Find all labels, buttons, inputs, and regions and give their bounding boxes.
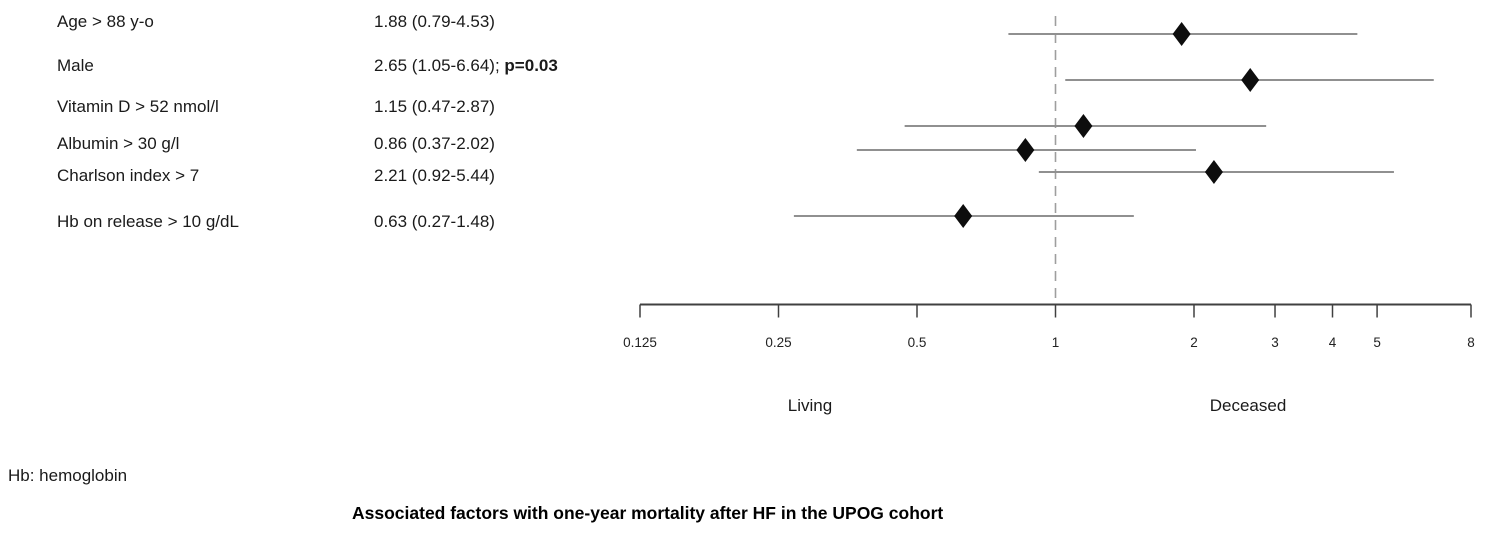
x-tick-label: 1 [1052,335,1060,350]
or-ci-text: 1.88 (0.79-4.53) [374,12,495,31]
x-tick-label: 3 [1271,335,1279,350]
x-tick-label: 0.125 [623,335,657,350]
p-value-text: p=0.03 [504,56,558,75]
factor-label: Vitamin D > 52 nmol/l [57,97,219,116]
factor-estimate: 2.21 (0.92-5.44) [374,165,495,187]
x-tick-label: 2 [1190,335,1198,350]
or-diamond [1172,22,1191,46]
or-diamond [1204,160,1223,184]
factor-label: Hb on release > 10 g/dL [57,212,239,231]
factor-label: Age > 88 y-o [57,12,154,31]
factor-estimate: 0.63 (0.27-1.48) [374,211,495,233]
x-tick-label: 4 [1329,335,1337,350]
factor-estimate: 1.88 (0.79-4.53) [374,11,495,33]
factor-label: Male [57,56,94,75]
factor-estimate: 1.15 (0.47-2.87) [374,96,495,118]
or-ci-text: 2.65 (1.05-6.64); [374,56,505,75]
or-diamond [954,204,973,228]
abbreviation-footnote: Hb: hemoglobin [8,466,128,485]
x-tick-label: 5 [1373,335,1381,350]
or-ci-text: 1.15 (0.47-2.87) [374,97,495,116]
or-diamond [1016,138,1035,162]
factor-label: Charlson index > 7 [57,166,200,185]
factor-estimate: 2.65 (1.05-6.64); p=0.03 [374,55,558,77]
factor-estimate: 0.86 (0.37-2.02) [374,133,495,155]
factor-label: Albumin > 30 g/l [57,134,180,153]
axis-direction-label-living: Living [787,396,833,415]
x-tick-label: 0.5 [908,335,927,350]
or-diamond [1241,68,1260,92]
axis-direction-label-deceased: Deceased [1209,396,1287,415]
or-ci-text: 2.21 (0.92-5.44) [374,166,495,185]
or-ci-text: 0.86 (0.37-2.02) [374,134,495,153]
or-diamond [1074,114,1093,138]
or-ci-text: 0.63 (0.27-1.48) [374,212,495,231]
x-tick-label: 0.25 [765,335,791,350]
x-tick-label: 8 [1467,335,1475,350]
figure-title: Associated factors with one-year mortali… [352,503,944,523]
